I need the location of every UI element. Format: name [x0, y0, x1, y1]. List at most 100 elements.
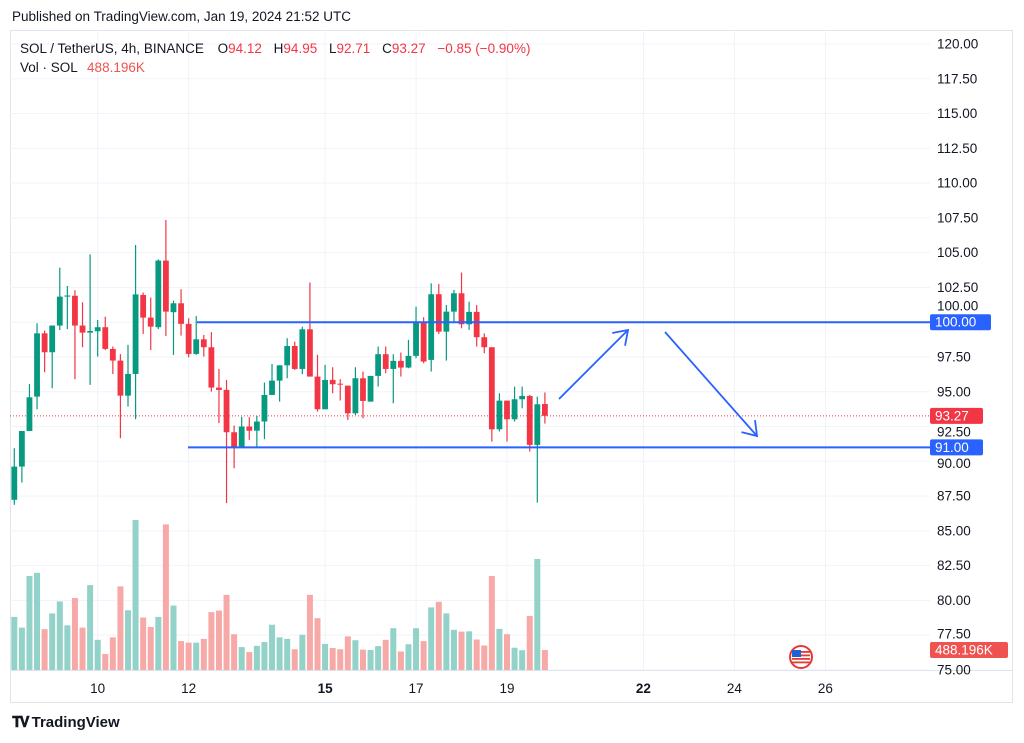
tradingview-footer-logo[interactable]: 𝐓𝐕 TradingView: [12, 714, 120, 731]
price-tick-label: 117.50: [937, 71, 977, 86]
volume-bar: [367, 649, 374, 670]
candle: [488, 347, 495, 442]
price-tick-label: 112.50: [937, 141, 977, 156]
candle-body: [352, 378, 359, 414]
volume-bar: [352, 640, 359, 670]
candle-body: [253, 421, 260, 431]
candle: [451, 289, 457, 322]
price-tick-label: 82.50: [937, 558, 971, 573]
candle: [314, 354, 321, 412]
volume-bar: [170, 605, 177, 670]
candle-body: [132, 294, 139, 374]
candle: [420, 317, 427, 364]
volume-bar: [534, 558, 541, 670]
candle-body: [155, 260, 162, 328]
candle-body: [246, 426, 253, 431]
candle-body: [231, 432, 238, 448]
candle: [481, 333, 488, 354]
volume-bar: [64, 625, 71, 670]
level-tag-100-bg: [930, 314, 991, 331]
volume-bar: [284, 638, 291, 670]
candle: [329, 367, 336, 394]
arrow-down-drawing-shaft: [664, 331, 758, 437]
volume-bar: [231, 634, 238, 670]
volume-bar: [261, 642, 268, 670]
arrow-up-drawing[interactable]: [558, 328, 630, 400]
flag-stripe: [792, 658, 810, 660]
candle-body: [87, 330, 93, 333]
candle: [504, 400, 510, 442]
candle-body: [473, 311, 480, 338]
legend-volume-value: 488.196K: [87, 60, 145, 75]
level-tag-100: 100.00: [930, 314, 991, 331]
candle-body: [18, 430, 25, 467]
candle: [322, 364, 328, 410]
candle: [253, 415, 260, 448]
volume-bar: [504, 634, 510, 670]
volume-bar: [125, 610, 131, 670]
price-tick-label: 110.00: [937, 176, 977, 191]
candle: [11, 448, 18, 505]
candle-body: [458, 293, 465, 325]
last-volume-tag-bg: [930, 642, 1008, 658]
candle-body: [284, 345, 291, 366]
candle: [41, 330, 48, 373]
legend-volume-row: Vol · SOL 488.196K: [20, 58, 530, 77]
price-axis: 120.00 117.50 115.00 112.50 110.00 107.50 105.…: [937, 37, 978, 678]
volume-bar: [208, 612, 215, 670]
volume-bar: [140, 617, 147, 670]
volume-bar: [458, 631, 465, 670]
legend-volume-label[interactable]: Vol · SOL: [20, 60, 78, 75]
volume-bar: [473, 639, 480, 670]
candle: [390, 354, 397, 404]
volume-bar: [337, 649, 344, 670]
us-flag-icon[interactable]: [789, 645, 813, 669]
volume-bar: [488, 575, 495, 670]
candle-body: [147, 317, 154, 327]
candle: [261, 382, 268, 440]
candle: [397, 352, 404, 377]
candle-body: [223, 389, 230, 433]
last-volume-tag-text: 488.196K: [935, 643, 993, 658]
candle: [102, 316, 109, 351]
candle-body: [193, 339, 200, 354]
time-tick-label: 12: [181, 681, 196, 696]
price-tick-label: 115.00: [937, 106, 977, 121]
volume-bar: [94, 639, 101, 670]
volume-bar: [375, 646, 382, 670]
volume-bar: [299, 634, 306, 670]
candle-body: [428, 294, 435, 360]
arrow-down-drawing[interactable]: [664, 331, 759, 438]
volume-bar: [314, 618, 321, 670]
level-tag-100-text: 100.00: [935, 315, 976, 330]
candle-body: [26, 397, 33, 431]
candle-body: [276, 365, 283, 381]
chart-frame: [10, 30, 1013, 703]
candle: [466, 301, 472, 330]
candle: [519, 386, 526, 409]
candle: [200, 334, 207, 357]
volume-bar: [269, 624, 276, 670]
candle: [428, 283, 435, 372]
legend-symbol[interactable]: SOL / TetherUS, 4h, BINANCE: [20, 41, 204, 56]
candle: [163, 219, 169, 337]
candle: [413, 306, 419, 359]
candle: [352, 367, 359, 415]
candle: [473, 304, 480, 347]
volume-bar: [405, 644, 412, 670]
legend-close-value: 93.27: [391, 41, 426, 56]
volume-bar: [79, 627, 86, 670]
candle-body: [269, 380, 275, 395]
candle-body: [56, 296, 63, 326]
legend-high-value: 94.95: [283, 41, 318, 56]
candle-body: [329, 379, 336, 385]
volume-bar: [117, 586, 124, 670]
candle: [458, 272, 465, 329]
volume-bar: [34, 572, 41, 670]
candle-body: [413, 322, 419, 356]
candle-body: [534, 404, 541, 445]
candle: [147, 297, 154, 351]
volume-bar: [306, 594, 313, 670]
volume-bar: [238, 647, 245, 670]
